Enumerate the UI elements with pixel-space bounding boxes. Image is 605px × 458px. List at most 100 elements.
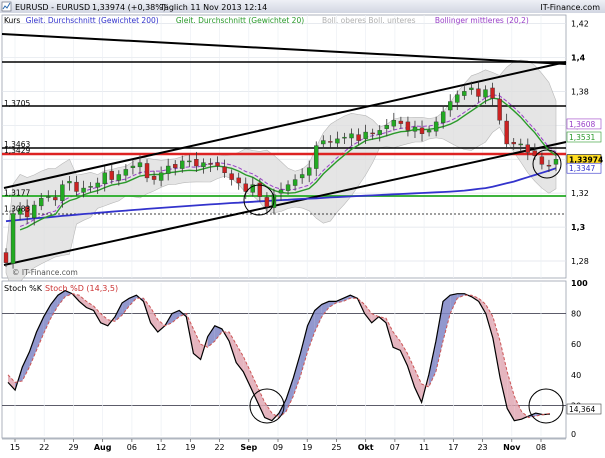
date-tick-label: 22 <box>39 443 49 452</box>
level-label: 1,3177 <box>4 189 30 198</box>
stochastic-tick-label: 100 <box>571 279 588 288</box>
date-tick-label: 19 <box>302 443 312 452</box>
stochastic-fill-segment <box>122 298 130 316</box>
candle-body <box>215 162 220 167</box>
indicator-value-label: 1,3347 <box>569 164 595 173</box>
candle-body <box>17 208 23 215</box>
header-bar <box>0 0 605 13</box>
instrument-title: EURUSD - EURUSD <box>15 3 90 12</box>
candle-body <box>525 144 530 153</box>
candle-body <box>187 160 192 163</box>
legend-item: Bollinger mittleres (20,2) <box>435 16 529 25</box>
stochastic-fill-segment <box>214 325 222 342</box>
candle-body <box>229 173 234 180</box>
candle-body <box>497 98 502 121</box>
stochastic-fill-segment <box>521 411 529 420</box>
price-tick-label: 1,38 <box>571 87 589 96</box>
legend: Kurs Gleit. Durchschnitt (Gewichtet 200) G… <box>4 16 529 25</box>
stochastic-fill-segment <box>286 377 294 412</box>
stochastic-fill-segment <box>65 290 73 297</box>
candle-body <box>299 174 305 179</box>
candle-body <box>405 121 411 131</box>
date-tick-label: 11 <box>419 443 429 452</box>
candle-body <box>292 179 298 186</box>
candle-body <box>490 87 495 99</box>
candle-body <box>264 197 270 207</box>
candle-body <box>39 198 44 207</box>
candle-body <box>433 121 439 132</box>
candle-body <box>307 167 312 176</box>
channel-lower-line <box>3 141 567 266</box>
date-tick-label: Aug <box>94 443 112 452</box>
stochastic-fill-segment <box>343 295 351 302</box>
date-axis: 15 22 29 Aug 06 12 19 22 Sep 09 19 25 Okt 07 11 17 23 Nov… <box>2 438 566 452</box>
candle-body <box>349 133 354 139</box>
date-tick-label: 07 <box>390 443 400 452</box>
candle-body <box>321 140 326 145</box>
candle-body <box>60 184 65 201</box>
stochastic-fill-segment <box>435 301 443 372</box>
candle-body <box>370 132 375 135</box>
candle-body <box>123 169 129 176</box>
annotation-circle-nov <box>532 149 562 179</box>
candle-body <box>158 172 164 181</box>
candle-body <box>243 183 248 192</box>
candle-body <box>335 138 340 144</box>
legend-item: Kurs <box>4 16 20 25</box>
candle-body <box>194 159 199 167</box>
stochastic-title: Stoch %K Stoch %D (14,3,5) <box>4 284 118 293</box>
candle-body <box>109 170 114 180</box>
candle-body <box>88 186 93 188</box>
stochastic-fill-segment <box>407 353 415 387</box>
candle-body <box>426 130 432 133</box>
stochastic-fill-segment <box>243 356 251 387</box>
stochastic-fill-segment <box>264 402 272 421</box>
date-tick-label: 12 <box>156 443 166 452</box>
long-downtrend-line <box>1 33 567 65</box>
stochastic-fill-segment <box>492 316 501 378</box>
price-panel <box>1 14 567 279</box>
date-tick-label: 22 <box>214 443 224 452</box>
date-tick-label: Nov <box>503 443 521 452</box>
stochastic-fill-segment <box>443 295 451 342</box>
candle-body <box>504 120 509 145</box>
candle-body <box>342 136 347 139</box>
indicator-value-box <box>566 162 602 174</box>
stochastic-fill-segment <box>150 307 158 332</box>
date-tick-label: 17 <box>448 443 458 452</box>
candle-body <box>180 160 185 169</box>
candlesticks <box>3 81 559 269</box>
level-label: 1,3083 <box>4 205 30 214</box>
stochastic-fill-segment <box>36 316 44 351</box>
date-tick-label: 06 <box>127 443 137 452</box>
stochastic-fill-segment <box>22 351 30 381</box>
stochastic-tick-label: 60 <box>571 340 581 349</box>
price-tick-label: 1,32 <box>571 189 589 198</box>
stochastic-circle-nov <box>528 388 564 424</box>
candle-body <box>462 91 467 96</box>
candle-body <box>250 184 255 193</box>
indicator-value-label: 1,33974 <box>569 156 603 165</box>
stochastic-fill-segment <box>428 341 436 387</box>
candle-body <box>236 177 241 184</box>
candle-body <box>32 204 37 218</box>
date-tick-label: Sep <box>240 443 257 452</box>
price-tick-label: 1,28 <box>571 257 589 266</box>
candle-body <box>314 145 319 169</box>
candle-body <box>356 134 361 141</box>
level-label: 1,3463 <box>4 140 30 149</box>
stochastic-last-value-text: 14,364 <box>569 405 595 414</box>
candle-body <box>201 162 206 168</box>
stoch-k-label: Stoch %K <box>4 284 43 293</box>
candle-body <box>257 182 263 197</box>
stochastic-last-value: 14,364 <box>566 403 602 415</box>
stochastic-fill-segment <box>229 332 237 363</box>
date-tick-label: 09 <box>273 443 283 452</box>
candle-body <box>3 252 9 263</box>
stochastic-fill-segment <box>29 332 37 368</box>
stochastic-fill-segment <box>257 387 265 418</box>
candle-body <box>377 130 382 135</box>
